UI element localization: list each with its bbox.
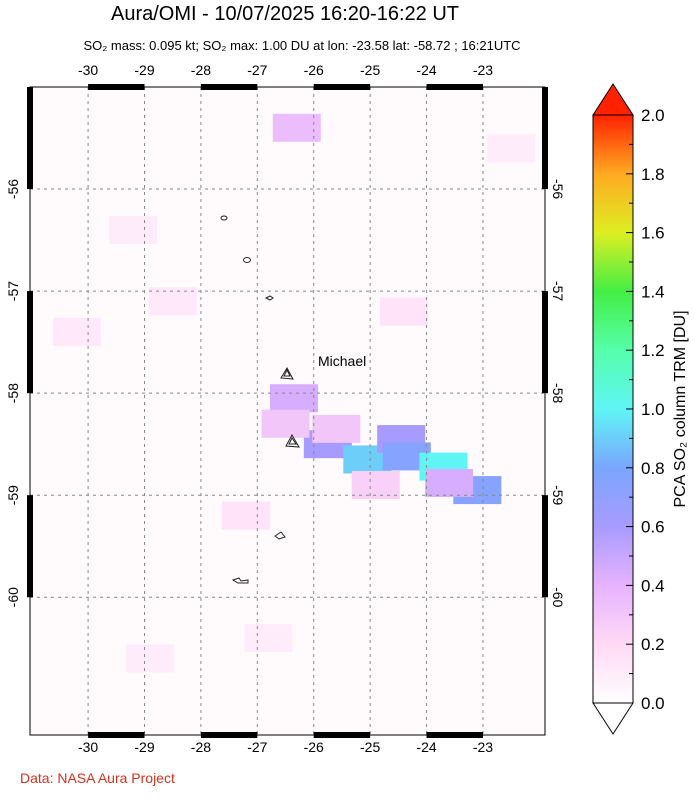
so2-pixel <box>272 113 321 142</box>
so2-pixel <box>487 134 536 163</box>
frame-segment <box>88 732 145 738</box>
title: Aura/OMI - 10/07/2025 16:20-16:22 UT <box>111 3 459 25</box>
frame-segment <box>200 732 258 738</box>
colorbar-tick-label: 1.2 <box>641 341 665 360</box>
so2-pixel <box>126 644 175 673</box>
y-tick-label-left: -60 <box>5 587 21 607</box>
so2-pixel <box>148 287 197 316</box>
frame-segment <box>313 84 371 90</box>
colorbar-tick-label: 0.4 <box>641 576 665 595</box>
colorbar-tick-label: 2.0 <box>641 106 665 125</box>
x-tick-label-top: -23 <box>473 62 493 78</box>
y-tick-label-right: -58 <box>550 383 566 403</box>
y-tick-label-right: -56 <box>550 179 566 199</box>
y-tick-label-left: -57 <box>5 281 21 301</box>
so2-pixel <box>351 470 400 499</box>
frame-segment <box>542 291 548 394</box>
colorbar-label: PCA SO₂ column TRM [DU] <box>672 310 689 507</box>
colorbar-tick-label: 1.6 <box>641 224 665 243</box>
x-tick-label-bottom: -30 <box>78 739 98 755</box>
x-tick-label-top: -30 <box>78 62 98 78</box>
frame-segment <box>542 495 548 598</box>
so2-pixel <box>312 414 361 443</box>
x-tick-label-top: -27 <box>247 62 267 78</box>
so2-pixel <box>244 624 293 653</box>
frame-segment <box>426 84 483 90</box>
volcano-label: Michael <box>318 353 366 369</box>
x-tick-label-bottom: -28 <box>191 739 211 755</box>
x-tick-label-top: -24 <box>416 62 436 78</box>
frame-segment <box>313 732 371 738</box>
x-tick-label-top: -25 <box>360 62 380 78</box>
y-tick-label-right: -59 <box>550 485 566 505</box>
frame-segment <box>88 84 145 90</box>
frame-segment <box>426 732 483 738</box>
frame-segment <box>27 291 33 394</box>
x-tick-label-bottom: -27 <box>247 739 267 755</box>
y-tick-label-left: -59 <box>5 485 21 505</box>
so2-pixel <box>52 317 101 346</box>
so2-pixel <box>109 215 158 244</box>
colorbar-min-arrow <box>592 702 634 735</box>
x-tick-label-top: -29 <box>134 62 154 78</box>
colorbar-max-arrow <box>592 83 634 116</box>
credit: Data: NASA Aura Project <box>20 770 175 786</box>
colorbar-tick-label: 1.0 <box>641 400 665 419</box>
colorbar-tick-label: 1.8 <box>641 165 665 184</box>
so2-pixel <box>222 501 271 530</box>
x-tick-label-bottom: -23 <box>473 739 493 755</box>
x-tick-label-bottom: -25 <box>360 739 380 755</box>
so2-pixel <box>425 468 474 497</box>
so2-pixel <box>379 297 428 326</box>
frame-segment <box>27 495 33 598</box>
frame-segment <box>27 87 33 190</box>
so2-pixel <box>261 409 310 438</box>
subtitle: SO₂ mass: 0.095 kt; SO₂ max: 1.00 DU at … <box>83 38 520 53</box>
colorbar-tick-label: 1.4 <box>641 282 665 301</box>
y-tick-label-left: -56 <box>5 179 21 199</box>
y-tick-label-right: -60 <box>550 587 566 607</box>
x-tick-label-bottom: -29 <box>134 739 154 755</box>
colorbar-tick-label: 0.0 <box>641 694 665 713</box>
coastlines <box>220 215 300 584</box>
x-tick-label-top: -28 <box>191 62 211 78</box>
x-tick-label-bottom: -26 <box>304 739 324 755</box>
x-tick-label-bottom: -24 <box>416 739 436 755</box>
colorbar-tick-label: 0.6 <box>641 518 665 537</box>
frame-segment <box>542 87 548 190</box>
colorbar-tick-label: 0.8 <box>641 459 665 478</box>
y-tick-label-left: -58 <box>5 383 21 403</box>
colorbar-tick-label: 0.2 <box>641 635 665 654</box>
so2-pixel <box>269 384 318 413</box>
map-frame <box>29 86 546 736</box>
x-tick-label-top: -26 <box>304 62 324 78</box>
frame-segment <box>200 84 258 90</box>
y-tick-label-right: -57 <box>550 281 566 301</box>
